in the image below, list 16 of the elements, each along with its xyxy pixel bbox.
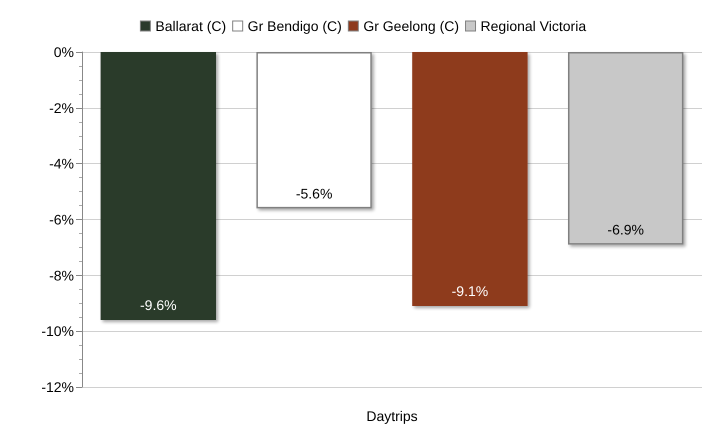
- legend-label: Gr Geelong (C): [363, 18, 460, 34]
- data-label: -5.6%: [296, 185, 332, 202]
- y-tick-label: 0%: [54, 44, 74, 60]
- x-tick-label: Daytrips: [366, 408, 418, 424]
- y-tick-label: -8%: [49, 267, 74, 284]
- y-tick-label: -12%: [41, 379, 74, 395]
- legend-label: Regional Victoria: [480, 18, 586, 34]
- y-tick-label: -6%: [49, 212, 74, 228]
- legend-label: Gr Bendigo (C): [248, 18, 342, 34]
- data-label: -6.9%: [607, 222, 644, 238]
- data-label: -9.6%: [140, 297, 177, 313]
- y-tick-label: -2%: [49, 100, 74, 116]
- data-label: -9.1%: [452, 283, 488, 300]
- legend-label: Ballarat (C): [155, 18, 226, 34]
- y-tick-label: -4%: [49, 156, 74, 172]
- y-tick-label: -10%: [41, 323, 74, 340]
